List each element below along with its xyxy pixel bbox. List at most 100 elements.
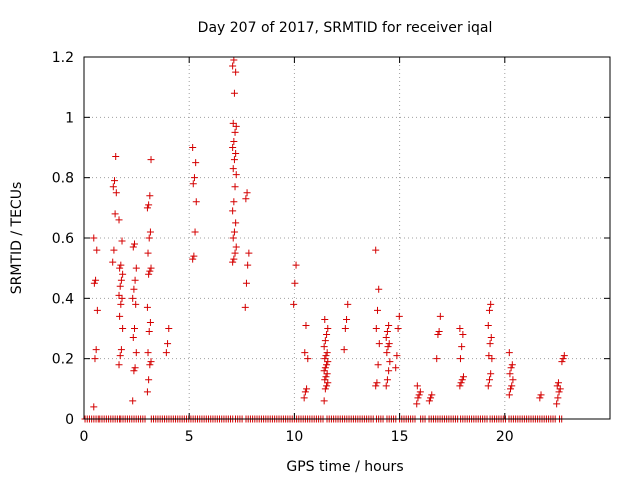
data-point (112, 153, 120, 161)
data-point (129, 397, 137, 405)
data-point (304, 355, 312, 363)
y-tick-label: 0 (65, 412, 74, 428)
data-point (117, 346, 125, 354)
data-point (487, 370, 495, 378)
data-point (374, 306, 382, 314)
data-point (90, 279, 98, 287)
data-point (145, 201, 153, 209)
data-point (292, 261, 300, 269)
data-point (143, 303, 151, 311)
data-point (456, 382, 464, 390)
data-point (232, 171, 240, 179)
data-point (385, 367, 393, 375)
data-point (145, 270, 153, 278)
data-point (130, 367, 138, 375)
data-point (232, 219, 240, 227)
data-point (164, 340, 172, 348)
data-point (428, 391, 436, 399)
data-point (109, 183, 117, 191)
data-point (537, 391, 545, 399)
data-point (230, 255, 238, 263)
data-point (459, 331, 467, 339)
data-point (372, 246, 380, 254)
data-point (119, 325, 127, 332)
data-point (383, 376, 391, 384)
data-point (145, 328, 153, 336)
data-point (321, 364, 329, 372)
data-point (230, 198, 238, 206)
data-point (484, 321, 492, 329)
data-point (323, 382, 331, 390)
data-point (433, 355, 441, 363)
x-tick-label: 20 (496, 429, 514, 445)
data-point (230, 156, 238, 164)
grid (84, 57, 610, 419)
data-point (558, 358, 566, 366)
data-point (116, 352, 124, 360)
data-point (132, 264, 140, 272)
data-point (382, 334, 390, 342)
data-point (146, 228, 154, 236)
data-point (507, 385, 515, 393)
data-point (189, 255, 197, 263)
data-point (231, 183, 239, 191)
data-point (393, 352, 401, 360)
data-point (191, 228, 199, 236)
data-point (386, 358, 394, 366)
data-point (553, 400, 561, 408)
y-tick-label: 0.2 (52, 352, 74, 368)
data-point (392, 364, 400, 372)
y-axis-label: SRMTID / TECUs (9, 182, 25, 295)
data-point (109, 258, 117, 266)
data-point (323, 331, 331, 339)
data-point (118, 294, 126, 302)
data-point (323, 361, 331, 369)
x-tick-label: 10 (285, 429, 303, 445)
data-point (115, 216, 123, 224)
data-point (192, 159, 200, 167)
data-point (229, 234, 237, 242)
data-point (190, 252, 198, 260)
plot-frame (83, 56, 611, 420)
data-point (231, 128, 239, 136)
data-points (81, 56, 568, 423)
data-point (231, 249, 239, 257)
data-point (509, 376, 517, 384)
data-point (242, 195, 250, 203)
data-point (456, 355, 464, 363)
data-point (230, 56, 238, 64)
data-point (229, 207, 237, 215)
data-point (129, 294, 137, 302)
data-point (92, 276, 100, 284)
data-point (553, 382, 561, 390)
data-point (301, 388, 309, 396)
data-point (413, 382, 421, 390)
data-point (244, 261, 252, 269)
y-tick-label: 0.6 (52, 231, 74, 247)
y-tick-label: 0.4 (52, 291, 74, 307)
x-axis-label: GPS time / hours (286, 459, 403, 475)
data-point (290, 300, 298, 308)
data-point (320, 343, 328, 351)
data-point (303, 385, 311, 393)
data-point (300, 394, 308, 402)
data-point (145, 234, 153, 242)
data-point (90, 234, 98, 242)
data-point (383, 349, 391, 357)
data-point (459, 373, 467, 381)
data-point (119, 270, 127, 278)
data-point (425, 397, 433, 405)
data-point (229, 258, 237, 266)
data-point (229, 144, 237, 151)
data-point (129, 334, 137, 342)
data-point (115, 361, 123, 369)
data-point (110, 246, 118, 254)
data-point (131, 364, 139, 372)
data-point (434, 331, 442, 339)
data-point (146, 267, 154, 275)
data-point (373, 379, 381, 387)
data-point (321, 315, 329, 323)
data-point (189, 180, 197, 188)
data-point (374, 361, 382, 369)
